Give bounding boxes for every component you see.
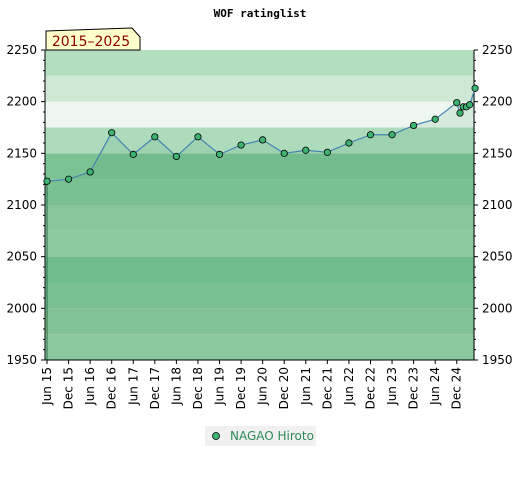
x-axis: Jun 15 Dec 15 Jun 16 Dec 16 Jun 17 Dec 17 Jun … (40, 359, 474, 409)
rating-band (45, 334, 474, 360)
x-tick-label: Dec 22 (363, 367, 377, 409)
data-point (86, 168, 94, 176)
x-tick-label: Dec 15 (62, 367, 76, 409)
data-point (302, 146, 310, 154)
y-tick-label-left: 2000 (6, 301, 37, 315)
left-y-axis: 1950 2000 2050 2100 2150 2200 2250 (6, 43, 46, 367)
y-tick-label-right: 2150 (482, 146, 513, 160)
rating-band (45, 75, 474, 102)
data-point (172, 152, 180, 161)
data-point (151, 133, 159, 141)
rating-band (45, 282, 474, 309)
y-tick-label-right: 2100 (482, 198, 513, 212)
x-tick-label: Jun 19 (213, 367, 227, 406)
x-tick-label: Jun 20 (256, 367, 270, 406)
series-markers (43, 84, 479, 185)
period-badge-label: 2015–2025 (52, 34, 130, 50)
x-tick-label: Jun 22 (342, 367, 356, 406)
rating-band (45, 101, 474, 128)
rating-band (45, 179, 474, 205)
x-tick-label: Dec 17 (148, 367, 162, 409)
data-point (431, 115, 439, 123)
x-tick-label: Jun 15 (40, 367, 54, 406)
data-point (129, 150, 137, 158)
data-point (64, 175, 73, 183)
x-tick-label: Jun 24 (428, 367, 442, 406)
data-point (194, 133, 202, 141)
rating-band (45, 205, 474, 231)
data-point (410, 121, 418, 130)
data-point (453, 99, 461, 107)
data-point (259, 136, 267, 144)
y-tick-label-left: 1950 (6, 353, 37, 367)
rating-band (45, 230, 474, 257)
rating-band (45, 153, 474, 180)
x-tick-label: Dec 19 (234, 367, 248, 409)
rating-band (45, 50, 474, 76)
y-tick-label-left: 2250 (6, 43, 37, 57)
series-area-fill (46, 88, 476, 360)
y-tick-label-left: 2100 (6, 198, 37, 212)
y-tick-label-left: 2050 (6, 250, 37, 264)
data-point (388, 131, 396, 139)
series-area (47, 88, 476, 360)
y-tick-label-left: 2150 (6, 146, 37, 160)
data-point (237, 141, 245, 149)
x-tick-label: Jun 23 (385, 367, 399, 406)
data-point (366, 131, 375, 139)
x-tick-label: Dec 16 (105, 367, 119, 409)
x-tick-label: Jun 17 (126, 367, 140, 406)
right-y-axis: 1950 2000 2050 2100 2150 2200 2250 (473, 43, 513, 367)
x-tick-label: Dec 24 (450, 367, 464, 409)
x-tick-label: Jun 18 (169, 367, 183, 406)
x-tick-label: Dec 23 (407, 367, 421, 409)
data-point (215, 150, 224, 158)
y-tick-label-right: 2050 (482, 250, 513, 264)
y-tick-label-right: 2250 (482, 43, 513, 57)
x-tick-label: Jun 16 (83, 367, 97, 406)
y-tick-label-right: 2000 (482, 301, 513, 315)
data-point (345, 139, 353, 147)
y-tick-label-right: 2200 (482, 95, 513, 109)
x-tick-label: Jun 21 (299, 367, 313, 406)
legend: NAGAO Hiroto (205, 426, 316, 446)
data-point (323, 148, 331, 156)
y-tick-label-right: 1950 (482, 353, 513, 367)
data-point (108, 129, 116, 137)
period-badge: 2015–2025 (45, 27, 141, 51)
data-point (456, 109, 464, 117)
data-point (466, 101, 474, 109)
rating-band (45, 308, 474, 335)
x-tick-label: Dec 18 (191, 367, 205, 409)
chart-title: WOF ratinglist (214, 7, 307, 20)
x-tick-label: Dec 20 (277, 367, 291, 409)
x-tick-label: Dec 21 (320, 367, 334, 409)
data-point (471, 84, 479, 92)
data-point (280, 149, 288, 157)
legend-marker-icon (212, 432, 220, 440)
rating-bands (45, 50, 474, 360)
rating-band (45, 256, 474, 283)
legend-series-name: NAGAO Hiroto (230, 429, 314, 443)
y-tick-label-left: 2200 (6, 95, 37, 109)
data-point (43, 177, 51, 185)
